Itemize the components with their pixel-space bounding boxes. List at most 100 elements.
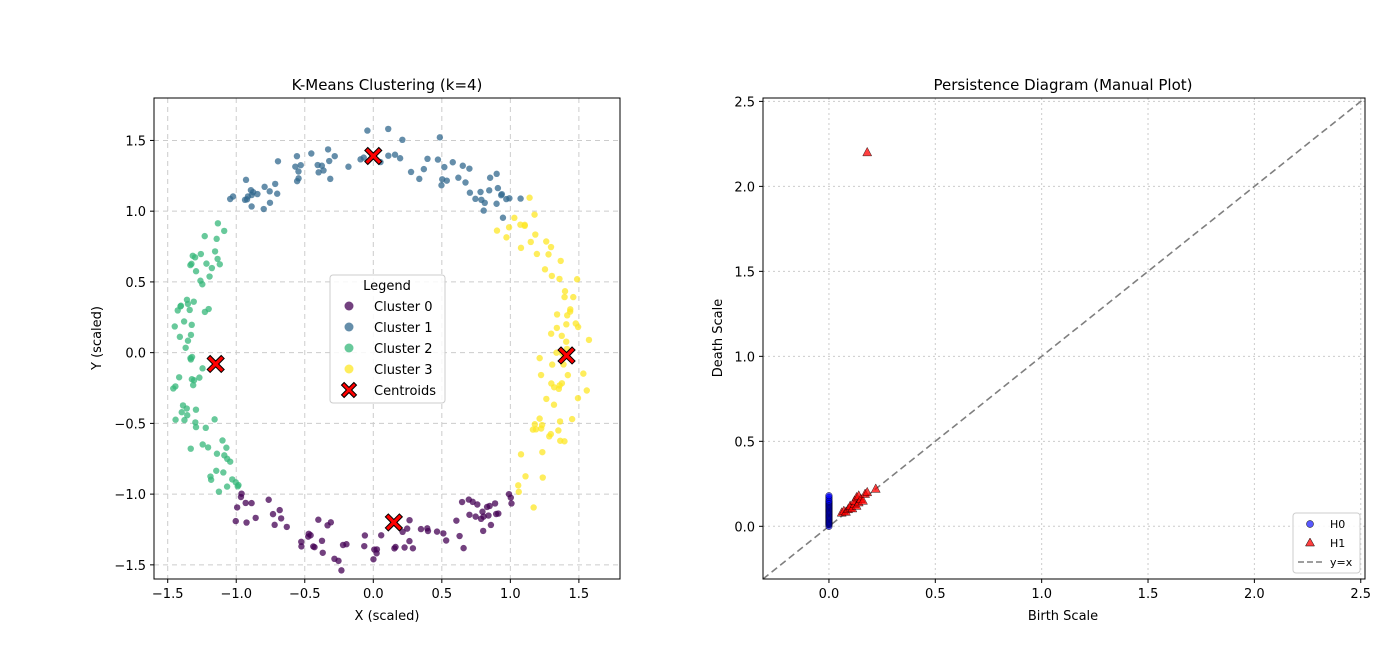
cluster-0-point	[507, 494, 514, 501]
cluster-3-point	[545, 251, 552, 258]
cluster-3-point	[555, 427, 562, 434]
cluster-0-point	[460, 544, 467, 552]
cluster-3-point	[539, 448, 546, 456]
cluster-3-point	[536, 415, 543, 422]
cluster-1-point	[314, 161, 321, 169]
cluster-2-point	[184, 412, 191, 419]
legend-h1-marker	[1305, 537, 1315, 547]
persistence-grid	[763, 98, 1365, 579]
cluster-0-point	[456, 532, 463, 540]
cluster-3-point	[493, 227, 501, 234]
cluster-3-point	[558, 332, 565, 340]
y-tick-label: 1.5	[734, 265, 755, 280]
cluster-3-point	[517, 221, 524, 228]
cluster-1-point	[242, 176, 250, 184]
persistence-ylabel: Death Scale	[711, 299, 726, 377]
y-tick-label: −0.5	[114, 417, 146, 432]
persistence-title: Persistence Diagram (Manual Plot)	[934, 76, 1193, 94]
cluster-1-point	[260, 205, 267, 213]
cluster-3-point	[538, 421, 546, 429]
cluster-3-point	[574, 394, 582, 402]
cluster-0-point	[298, 538, 305, 546]
y-tick-label: 0.5	[125, 276, 146, 291]
cluster-3-point	[536, 354, 543, 362]
cluster-1-point	[494, 184, 502, 192]
cluster-2-point	[192, 419, 199, 426]
cluster-0-point	[315, 516, 322, 523]
legend-cluster-0-marker	[344, 301, 354, 311]
cluster-3-point	[543, 238, 550, 245]
cluster-1-point	[493, 170, 500, 178]
h1-point	[862, 486, 873, 497]
cluster-3-point	[541, 266, 549, 273]
y-tick-label: 1.5	[125, 134, 146, 149]
kmeans-legend: Legend Cluster 0 Cluster 1 Cluster 2 Clu…	[329, 274, 446, 404]
cluster-1-point	[271, 180, 279, 188]
cluster-2-point	[186, 306, 193, 314]
cluster-1-point	[327, 175, 334, 183]
kmeans-ylabel: Y (scaled)	[90, 306, 105, 371]
cluster-1-point	[320, 167, 327, 174]
h0-point	[825, 492, 833, 500]
legend-centroids-label: Centroids	[374, 384, 436, 399]
cluster-0-point	[401, 544, 408, 551]
cluster-3-point	[548, 361, 556, 368]
cluster-0-point	[318, 537, 326, 545]
cluster-1-point	[266, 199, 274, 206]
cluster-3-point	[532, 231, 539, 238]
cluster-0-point	[252, 514, 259, 522]
cluster-0-point	[486, 502, 493, 510]
cluster-3-point	[522, 473, 529, 480]
cluster-2-point	[182, 344, 189, 351]
cluster-0-point	[237, 493, 245, 501]
x-tick-label: −0.5	[289, 587, 321, 602]
cluster-2-point	[184, 300, 192, 308]
cluster-0-point	[248, 499, 255, 507]
cluster-0-point	[508, 500, 515, 507]
y-tick-label: −1.0	[114, 488, 146, 503]
cluster-1-point	[324, 146, 332, 153]
cluster-3-point	[548, 380, 555, 387]
cluster-1-point	[326, 157, 333, 165]
cluster-2-point	[201, 232, 208, 240]
cluster-0-point	[406, 537, 413, 545]
cluster-1-point	[499, 214, 507, 221]
x-tick-label: 0.5	[925, 587, 946, 602]
cluster-1-point	[274, 158, 282, 165]
cluster-0-point	[361, 542, 368, 550]
cluster-1-point	[315, 169, 322, 176]
cluster-0-point	[465, 496, 473, 503]
cluster-2-point	[190, 298, 197, 305]
cluster-3-point	[515, 488, 522, 496]
cluster-3-point	[515, 482, 522, 489]
cluster-3-point	[585, 336, 593, 344]
cluster-2-point	[190, 377, 198, 384]
cluster-0-point	[485, 512, 492, 519]
cluster-1-point	[486, 187, 493, 194]
cluster-2-point	[197, 250, 205, 258]
y-tick-label: 2.5	[734, 95, 755, 110]
legend-h0-label: H0	[1330, 518, 1345, 531]
legend-cluster-3-marker	[344, 364, 354, 374]
kmeans-centroids	[206, 146, 576, 532]
cluster-0-point	[269, 510, 277, 518]
legend-box	[1292, 512, 1361, 574]
cluster-1-point	[293, 152, 301, 160]
x-tick-label: 2.5	[1350, 587, 1371, 602]
cluster-1-point	[420, 165, 428, 173]
cluster-1-point	[439, 176, 446, 183]
kmeans-ticks: −1.5 −1.0 −0.5 0.0 0.5 1.0 1.5 −1.5 −1.0 −0.5 0.0 0…	[114, 134, 589, 602]
cluster-2-point	[170, 385, 177, 392]
cluster-0-point	[492, 510, 500, 518]
legend-cluster-1-marker	[344, 322, 354, 332]
cluster-2-point	[211, 416, 218, 423]
cluster-3-point	[547, 330, 555, 337]
x-tick-label: −1.0	[220, 587, 252, 602]
cluster-1-point	[424, 155, 431, 163]
cluster-2-point	[213, 235, 220, 243]
diagonal-line	[762, 97, 1366, 580]
cluster-2-point	[226, 458, 234, 465]
cluster-0-point	[310, 543, 317, 550]
persistence-ticks: 0.0 0.5 1.0 1.5 2.0 2.5 0.0 0.5 1.0 1.5 2.0 2.5	[734, 95, 1371, 602]
cluster-0-point	[453, 517, 460, 524]
